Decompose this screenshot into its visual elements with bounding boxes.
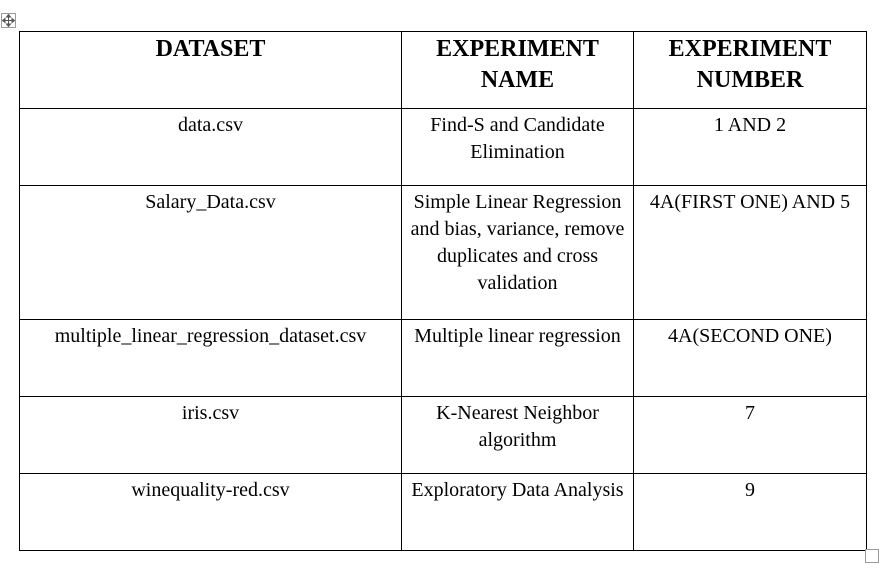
table-header-row: DATASET EXPERIMENT NAME EXPERIMENT NUMBE… xyxy=(19,31,867,109)
header-experiment-number[interactable]: EXPERIMENT NUMBER xyxy=(633,31,867,109)
experiments-table: DATASET EXPERIMENT NAME EXPERIMENT NUMBE… xyxy=(19,31,867,551)
cell-experiment-number[interactable]: 1 AND 2 xyxy=(633,108,867,186)
cell-experiment-number[interactable]: 4A(SECOND ONE) xyxy=(633,319,867,397)
table-row: multiple_linear_regression_dataset.csv M… xyxy=(19,319,867,397)
cell-experiment-number[interactable]: 9 xyxy=(633,473,867,551)
header-experiment-name[interactable]: EXPERIMENT NAME xyxy=(401,31,634,109)
cell-dataset[interactable]: iris.csv xyxy=(19,396,402,474)
cell-experiment-number[interactable]: 7 xyxy=(633,396,867,474)
cell-experiment-name[interactable]: Multiple linear regression xyxy=(401,319,634,397)
table-move-handle-icon[interactable] xyxy=(1,13,16,28)
cell-experiment-name[interactable]: Simple Linear Regression and bias, varia… xyxy=(401,185,634,320)
cell-dataset[interactable]: Salary_Data.csv xyxy=(19,185,402,320)
cell-dataset[interactable]: multiple_linear_regression_dataset.csv xyxy=(19,319,402,397)
table-row: Salary_Data.csv Simple Linear Regression… xyxy=(19,185,867,320)
table-row: data.csv Find-S and Candidate Eliminatio… xyxy=(19,108,867,186)
table-resize-handle-icon[interactable] xyxy=(865,549,879,563)
cell-experiment-number[interactable]: 4A(FIRST ONE) AND 5 xyxy=(633,185,867,320)
table-row: winequality-red.csv Exploratory Data Ana… xyxy=(19,473,867,551)
cell-experiment-name[interactable]: Find-S and Candidate Elimination xyxy=(401,108,634,186)
cell-experiment-name[interactable]: K-Nearest Neighbor algorithm xyxy=(401,396,634,474)
cell-dataset[interactable]: winequality-red.csv xyxy=(19,473,402,551)
header-dataset[interactable]: DATASET xyxy=(19,31,402,109)
cell-experiment-name[interactable]: Exploratory Data Analysis xyxy=(401,473,634,551)
cell-dataset[interactable]: data.csv xyxy=(19,108,402,186)
table-row: iris.csv K-Nearest Neighbor algorithm 7 xyxy=(19,396,867,474)
